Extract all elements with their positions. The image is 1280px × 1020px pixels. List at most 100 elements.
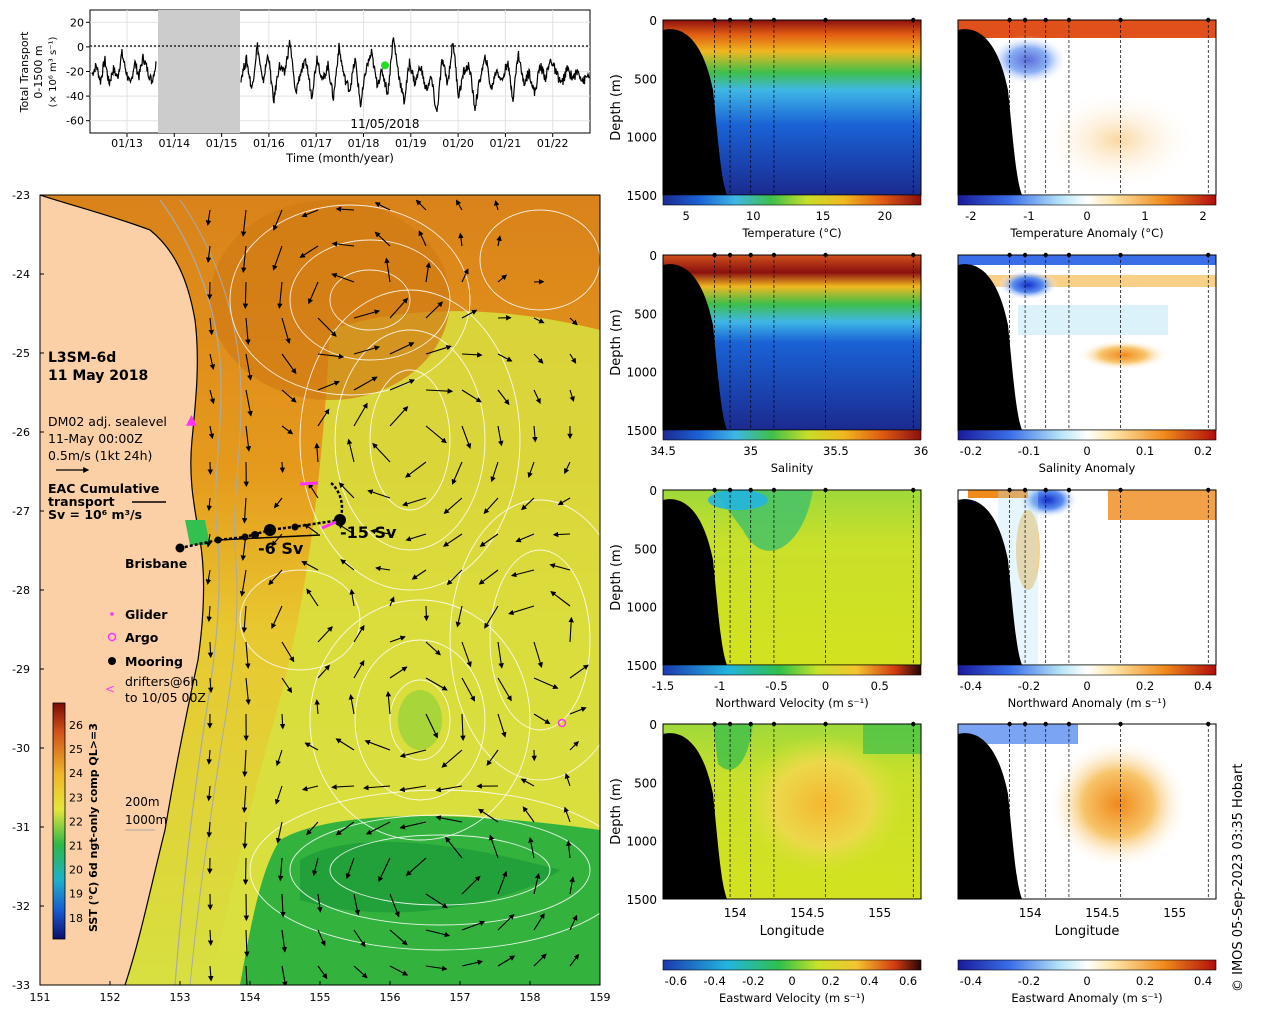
colorbar-tick-label: 0 <box>1083 209 1090 223</box>
velocity-vector <box>455 199 463 211</box>
coast-line <box>40 195 205 985</box>
depth-tick-label: 500 <box>634 307 657 321</box>
velocity-vector <box>399 785 427 793</box>
velocity-vector <box>206 497 213 512</box>
sealevel-contour <box>329 269 411 331</box>
latitude-tick-label: -25 <box>12 347 30 360</box>
velocity-vector <box>277 281 283 309</box>
longitude-axis-label: Longitude <box>760 924 825 939</box>
velocity-vector <box>461 352 483 358</box>
svg-text:0-1500 m: 0-1500 m <box>32 45 45 98</box>
colorbar-tick-label: -0.4 <box>960 679 982 693</box>
velocity-vector <box>375 565 391 572</box>
velocity-vector <box>239 569 247 597</box>
velocity-vector <box>533 677 559 689</box>
velocity-vector <box>497 353 513 362</box>
seafloor-mask <box>663 264 727 430</box>
velocity-vector <box>241 497 248 524</box>
velocity-vector <box>207 641 214 659</box>
longitude-tick-label: 152 <box>100 991 121 1004</box>
velocity-vector <box>306 821 319 836</box>
velocity-vector <box>280 893 286 918</box>
sealevel-contour <box>369 369 451 511</box>
velocity-vector <box>338 482 355 499</box>
eastward-surface <box>863 724 921 754</box>
velocity-vector <box>425 893 448 909</box>
velocity-vector <box>281 641 295 663</box>
velocity-vector <box>425 301 444 319</box>
velocity-vector <box>399 749 427 758</box>
longitude-tick-label: 158 <box>520 991 541 1004</box>
transport-series-line <box>240 37 590 112</box>
depth-tick-label: 500 <box>634 542 657 556</box>
panel-field <box>663 490 921 665</box>
velocity-vector <box>389 405 409 427</box>
legend-glider-icon <box>110 612 114 616</box>
panel-colorbar <box>662 429 922 441</box>
panel-field <box>663 20 921 195</box>
velocity-vector <box>564 773 571 787</box>
velocity-vector <box>532 425 538 443</box>
colorbar-label: Northward Anomaly (m s⁻¹) <box>1008 696 1167 710</box>
latitude-tick-label: -30 <box>12 742 30 755</box>
sst-colorbar-tick-label: 26 <box>69 719 83 732</box>
velocity-vector <box>435 815 463 823</box>
section-panel: 0 500 1000 1500 Depth (m) 5 10 15 20 Temperature … <box>609 14 922 240</box>
colorbar-tick-label: 0.5 <box>871 679 889 693</box>
panel-colorbar <box>957 194 1217 206</box>
depth-tick-label: 1000 <box>626 835 657 849</box>
eac-transport: transport <box>48 494 115 509</box>
colorbar-tick-label: 0 <box>788 974 795 988</box>
velocity-vector <box>364 739 391 751</box>
panel-frame <box>662 723 922 900</box>
depth-tick-label: 1000 <box>626 366 657 380</box>
longitude-tick-label: 155 <box>868 906 891 920</box>
velocity-vector <box>275 821 283 844</box>
colorbar-tick-label: 0.4 <box>1194 974 1212 988</box>
colorbar-tick-label: 15 <box>816 209 831 223</box>
velocity-vector <box>549 563 571 571</box>
velocity-vector <box>353 402 368 427</box>
transport-x-tick-label: 01/21 <box>490 137 522 150</box>
longitude-tick-label: 157 <box>450 991 471 1004</box>
velocity-vector <box>299 245 319 258</box>
depth-axis-label: Depth (m) <box>609 74 624 141</box>
velocity-vector <box>317 626 333 643</box>
depth-tick-label: 1000 <box>626 601 657 615</box>
velocity-vector <box>425 929 451 938</box>
velocity-vector <box>418 230 427 247</box>
velocity-vector <box>245 425 252 452</box>
velocity-vector <box>317 664 331 679</box>
velocity-vector <box>494 200 500 211</box>
velocity-vector <box>245 965 248 985</box>
velocity-vector <box>317 929 326 947</box>
velocity-vector <box>569 353 577 364</box>
velocity-vector <box>312 857 319 877</box>
map-title: L3SM-6d <box>48 350 116 366</box>
velocity-vector <box>353 660 365 679</box>
depth-tick-label: 0 <box>649 249 657 263</box>
eac-units: Sv = 10⁶ m³/s <box>48 507 142 522</box>
velocity-vectors <box>205 199 589 985</box>
velocity-vector <box>411 569 427 580</box>
sst-colorbar-tick-label: 25 <box>69 743 83 756</box>
velocity-vector <box>242 281 249 310</box>
colorbar-label: Eastward Anomaly (m s⁻¹) <box>1011 991 1162 1005</box>
colorbar-label: Salinity Anomaly <box>1039 461 1136 475</box>
legend-mooring: Mooring <box>125 654 183 669</box>
velocity-vector <box>345 857 355 880</box>
velocity-vector <box>389 342 415 355</box>
transport-y-tick-label: -20 <box>66 66 84 79</box>
sst-map: ▲ L3SM-6d 11 May 2018 DM02 adj. sealevel… <box>12 189 610 1004</box>
velocity-vector <box>207 929 214 946</box>
sealevel-contour <box>329 834 551 906</box>
colorbar-tick-label: -0.2 <box>960 444 982 458</box>
velocity-vector <box>281 965 288 985</box>
sst-colorbar-ticks: 26 25 24 23 22 21 20 19 18 <box>69 719 83 925</box>
mooring-point <box>214 536 222 544</box>
anomaly-fresh <box>1018 305 1168 335</box>
eac-transport-line <box>179 481 344 550</box>
velocity-vector <box>461 309 478 319</box>
velocity-vector <box>460 713 466 742</box>
panel-colorbar <box>662 664 922 676</box>
